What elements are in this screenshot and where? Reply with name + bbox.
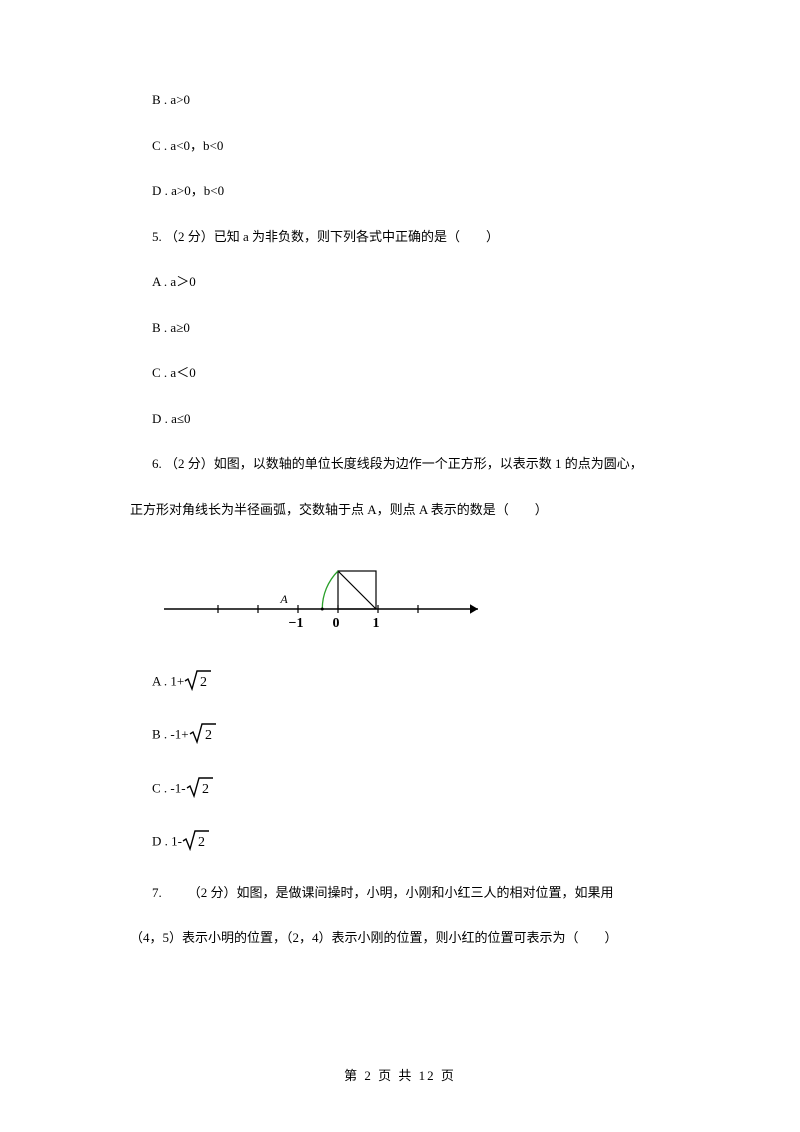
svg-text:1: 1: [373, 616, 380, 631]
question-6-line1: 6. （2 分）如图，以数轴的单位长度线段为边作一个正方形，以表示数 1 的点为…: [152, 454, 680, 474]
svg-text:2: 2: [202, 782, 209, 797]
svg-text:2: 2: [198, 835, 205, 850]
option-5A: A . a＞0: [152, 272, 680, 292]
question-6-line2: 正方形对角线长为半径画弧，交数轴于点 A，则点 A 表示的数是（ ）: [130, 500, 680, 520]
option-5D: D . a≤0: [152, 409, 680, 429]
svg-text:2: 2: [205, 728, 212, 743]
svg-text:−1: −1: [289, 616, 304, 631]
sqrt-2-icon: 2: [186, 776, 214, 804]
option-6B-text: B . -1+: [152, 727, 189, 742]
option-5C: C . a＜0: [152, 363, 680, 383]
option-4D: D . a>0，b<0: [152, 181, 680, 201]
svg-text:0: 0: [333, 616, 340, 631]
svg-text:A: A: [279, 592, 288, 606]
option-4C: C . a<0，b<0: [152, 136, 680, 156]
question-7-num: 7.: [152, 885, 162, 900]
option-4B: B . a>0: [152, 90, 680, 110]
question-5: 5. （2 分）已知 a 为非负数，则下列各式中正确的是（ ）: [152, 227, 680, 247]
number-line-diagram: −1 0 1 A: [158, 545, 680, 641]
option-6A-text: A . 1+: [152, 673, 184, 688]
option-6D-text: D . 1-: [152, 834, 182, 849]
option-6C-text: C . -1-: [152, 780, 186, 795]
svg-text:2: 2: [200, 675, 207, 690]
sqrt-2-icon: 2: [184, 669, 212, 697]
page-footer: 第 2 页 共 12 页: [0, 1065, 800, 1084]
question-7-text: （2 分）如图，是做课间操时，小明，小刚和小红三人的相对位置，如果用: [188, 885, 614, 900]
option-6D: D . 1- 2: [152, 829, 680, 857]
sqrt-2-icon: 2: [182, 829, 210, 857]
sqrt-2-icon: 2: [189, 722, 217, 750]
question-7-line1: 7. （2 分）如图，是做课间操时，小明，小刚和小红三人的相对位置，如果用: [152, 883, 680, 903]
option-6A: A . 1+ 2: [152, 669, 680, 697]
option-6C: C . -1- 2: [152, 776, 680, 804]
option-5B: B . a≥0: [152, 318, 680, 338]
question-7-line2: （4，5）表示小明的位置，（2，4）表示小刚的位置，则小红的位置可表示为（ ）: [130, 928, 680, 948]
option-6B: B . -1+ 2: [152, 722, 680, 750]
